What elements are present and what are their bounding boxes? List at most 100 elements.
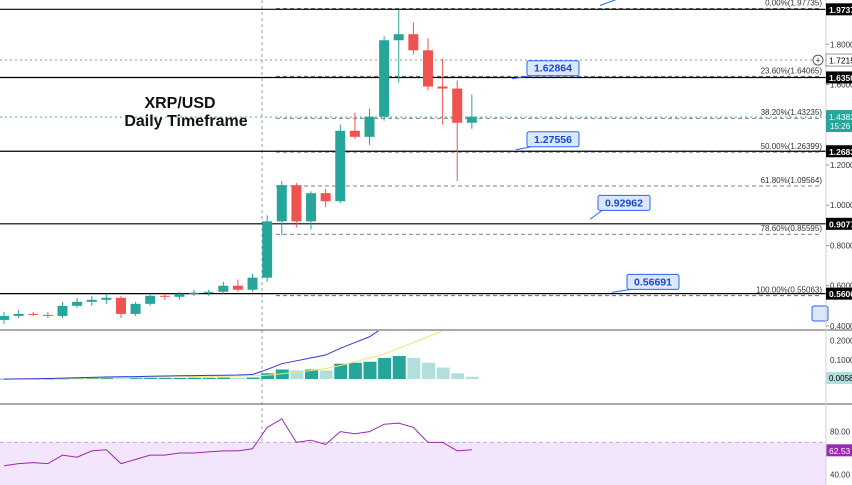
candle-body [408,34,419,51]
macd-hist-bar [202,377,216,380]
level-axis-badge-label: 1.6350 [829,73,852,83]
candle-body [130,303,141,314]
candle-body [291,185,302,222]
candle-body [276,185,287,222]
level-axis-badge [826,145,852,158]
price-callout-box [626,273,680,290]
rsi-line [3,418,472,467]
macd-hist-bar [261,373,275,380]
level-axis-badge [826,3,852,16]
alert-axis-badge [825,53,852,67]
candle-body [101,297,112,300]
price-callout-label: 1.62864 [534,63,572,75]
macd-hist-bar [290,370,304,380]
macd-hist-bar [392,356,406,380]
callout-pointer [599,0,617,6]
macd-hist-bar [319,370,333,380]
callout-pointer [511,75,532,80]
candle-body [189,292,200,294]
level-axis-badge-label: 1.9737 [829,5,852,15]
callout-pointer [611,288,632,293]
candle-body [452,88,463,123]
candle-body [159,295,170,297]
level-axis-badge-label: 1.2683 [829,147,852,157]
level-axis-badge-label: 0.5606 [829,289,852,299]
fib-label: 38.20%(1.43235) [761,108,823,117]
chart-title-line2: Daily Timeframe [124,113,247,130]
macd-hist-bar [114,378,128,380]
candle-body [320,193,331,202]
rsi-current-label: 62.53 [829,446,851,456]
rsi-band [0,442,826,485]
candle-body [115,297,126,314]
fib-label: 23.60%(1.64065) [761,66,823,75]
macd-signal-line [3,331,443,380]
current-price-label: 1.4382 [829,112,852,122]
candle-body [379,40,390,117]
macd-hist-bar [378,357,392,380]
level-axis-badge-label: 0.9077 [829,219,852,229]
candle-body [437,86,448,89]
macd-hist-bar [465,376,479,380]
macd-hist-bar [407,357,421,380]
candle-body [364,116,375,137]
macd-hist-bar [173,377,187,380]
countdown-label: 15:26 [830,122,851,131]
current-price-badge [826,110,852,133]
macd-hist-bar [129,378,143,380]
add-alert-icon-glyph: + [815,56,820,66]
macd-hist-bar [85,378,99,380]
candle-body [349,130,360,137]
price-callout-box [526,131,580,148]
callout-pointer [589,210,603,220]
macd-hist-bar [363,361,377,380]
fib-label: 0.00%(1.97735) [765,0,822,8]
fib-label: 50.00%(1.26399) [761,142,823,151]
rsi-tick-label: 40.00 [830,470,851,479]
macd-hist-bar [436,367,450,380]
callout-pointer [515,146,532,151]
macd-hist-bar [246,377,260,380]
edge-callout-box [811,305,829,322]
macd-hist-bar [144,377,158,380]
rsi-tick-label: 80.00 [830,428,851,437]
fib-label: 100.00%(0.55063) [756,286,822,295]
macd-hist-bar [451,373,465,380]
candle-body [0,315,9,320]
fibonacci-layer: 0.00%(1.97735) 23.60%(1.64065) 38.20%(1.43… [276,0,823,297]
candle-body [28,313,39,315]
chart-title-line1: XRP/USD [144,95,215,112]
candle-body [466,116,477,123]
macd-hist-bar [188,377,202,380]
level-axis-badge [826,217,852,230]
candle-body [218,285,229,292]
candle-body [42,314,53,316]
price-callout-label: 1.27556 [534,134,572,146]
candle-body [72,301,83,306]
levels-layer [0,8,826,295]
level-axis-badge [826,287,852,300]
candle-body [262,221,273,278]
price-callout-box [526,60,580,77]
macd-hist-bar [334,363,348,380]
price-callout-label: 0.92962 [605,197,643,209]
fib-label: 78.60%(0.85595) [761,224,823,233]
alert-axis-badge-label: 1.7215 [829,56,852,66]
axis-badges-layer[interactable]: 1.9737 1.6350 1.2683 0.9077 0.5606 1.7215 +1.4… [812,3,852,300]
macd-hist-bar [217,377,231,380]
candle-body [86,299,97,302]
macd-hist-bar [158,377,172,380]
macd-hist-bar [348,362,362,380]
level-axis-badge [826,71,852,84]
candle-body [247,277,258,290]
macd-line [3,331,380,380]
add-alert-icon [812,54,824,66]
candles-layer [0,10,477,324]
